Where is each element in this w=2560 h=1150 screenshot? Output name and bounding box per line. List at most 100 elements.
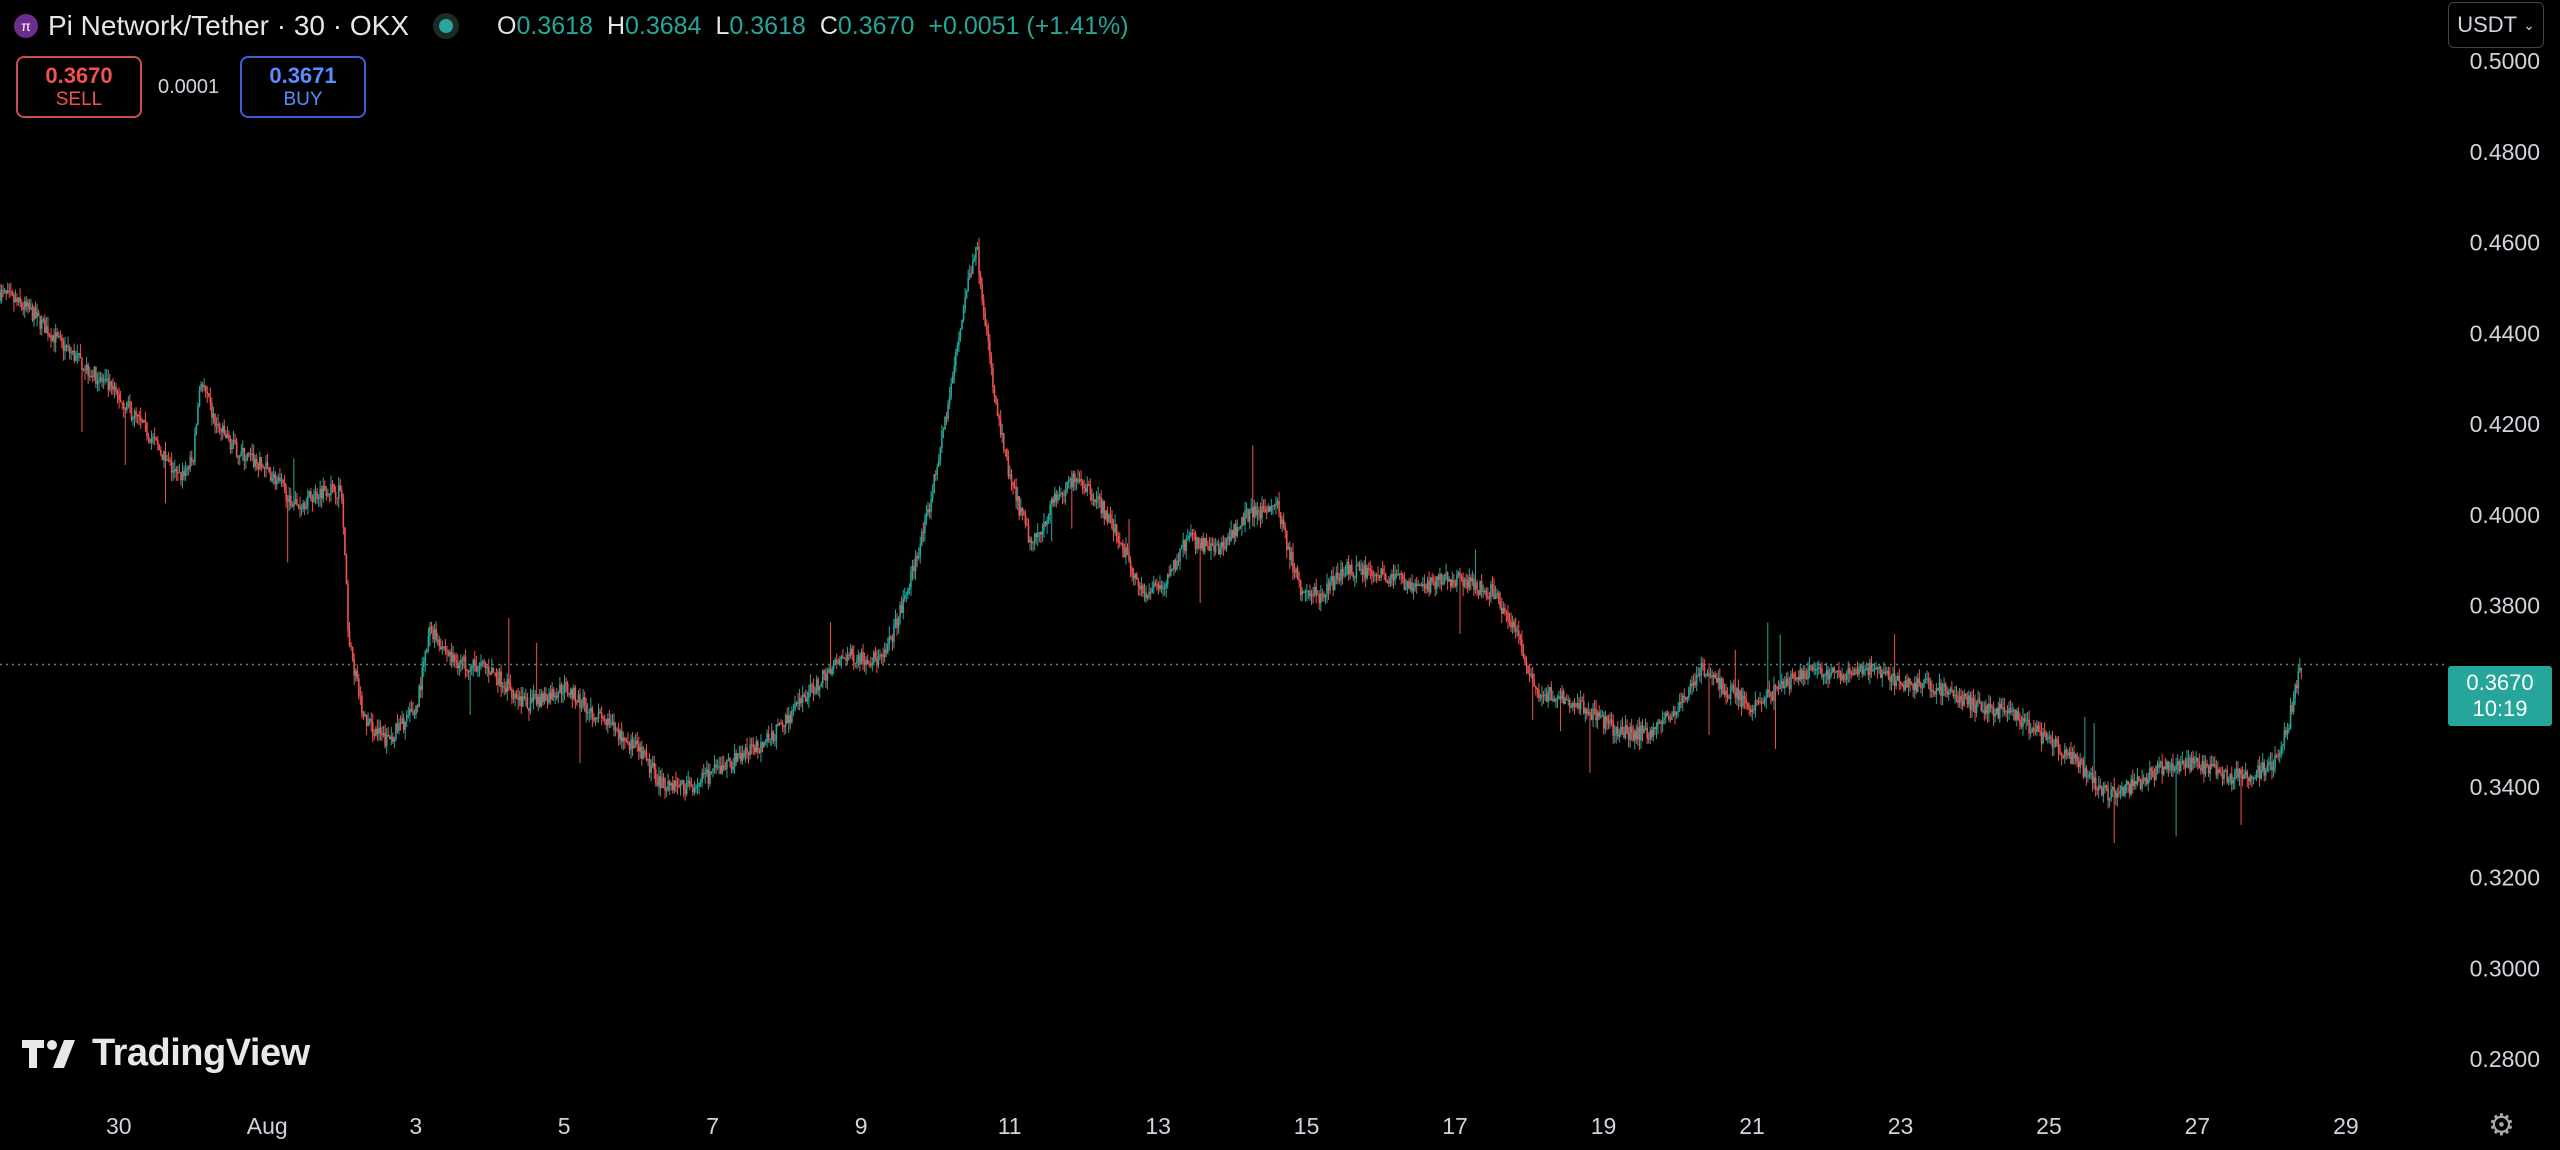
candle-body [1601, 715, 1604, 717]
candle-body [1870, 662, 1873, 671]
candle-body [783, 726, 785, 728]
candle-body [2144, 777, 2146, 781]
candle-body [552, 689, 555, 698]
candle-body [1766, 689, 1769, 698]
candle-body [1768, 689, 1771, 693]
candle-body [1293, 571, 1296, 573]
candle-body [1197, 537, 1200, 543]
candle-body [1528, 673, 1531, 676]
candle-body [801, 694, 804, 703]
candle-body [518, 696, 521, 701]
candle-body [1137, 579, 1140, 587]
candle-body [549, 692, 552, 700]
candle-body [939, 447, 942, 461]
candle-body [1156, 584, 1158, 586]
candle-body [883, 649, 886, 658]
candle-body [2079, 759, 2082, 768]
candle-body [1646, 727, 1648, 739]
candle-body [2207, 766, 2210, 774]
candle-body [1163, 587, 1166, 589]
candle-body [1522, 652, 1525, 657]
candle-body [579, 694, 581, 708]
candle-body [907, 589, 909, 595]
sell-button[interactable]: 0.3670 SELL [16, 56, 142, 118]
symbol-title[interactable]: Pi Network/Tether · 30 · OKX [48, 10, 410, 41]
candle-body [105, 378, 108, 380]
candle-body [1749, 709, 1752, 713]
candle-body [1958, 695, 1961, 703]
price-axis[interactable]: 0.50000.48000.46000.44000.42000.40000.38… [2470, 48, 2540, 1072]
candle-body [1595, 709, 1597, 720]
time-axis[interactable]: 30 Aug 3 5 7 9 11 13 15 17 19 21 23 25 27 29 [106, 1113, 2359, 1139]
candle-body [2240, 769, 2242, 774]
candle-body [625, 740, 628, 742]
x-tick-label: 3 [409, 1113, 422, 1139]
candle-body [477, 667, 479, 672]
candle-body [469, 669, 471, 672]
candle-body [585, 704, 587, 713]
candle-body [2082, 759, 2085, 777]
candle-body [404, 721, 407, 730]
market-status-icon[interactable] [439, 19, 454, 33]
candle-body [84, 369, 86, 371]
candle-body [1770, 692, 1772, 697]
candle-body [1681, 695, 1684, 704]
candle-body [865, 659, 867, 665]
candle-body [882, 654, 884, 658]
gear-icon[interactable]: ⚙ [2488, 1109, 2515, 1142]
candle-body [1872, 670, 1874, 672]
candle-body [565, 682, 567, 684]
candle-body [735, 752, 737, 762]
buy-button[interactable]: 0.3671 BUY [240, 56, 366, 118]
candle-body [1913, 682, 1916, 691]
candle-body [1001, 432, 1004, 435]
candle-body [1063, 494, 1065, 496]
candle-body [1043, 521, 1045, 531]
candle-body [668, 781, 671, 786]
candle-body [1949, 688, 1952, 692]
candle-body [82, 369, 85, 371]
candle-body [786, 714, 789, 724]
candle-body [1985, 705, 1987, 715]
candle-body [845, 658, 847, 661]
candle-body [1100, 498, 1102, 513]
candle-body [1593, 708, 1596, 710]
candle-body [373, 733, 376, 736]
candle-body [1946, 691, 1948, 695]
candle-body [675, 780, 677, 786]
x-tick-label: 19 [1591, 1113, 1617, 1139]
candle-body [1698, 674, 1701, 676]
candle-body [1207, 546, 1209, 548]
candle-body [634, 740, 637, 746]
candle-body [1779, 684, 1781, 690]
candle-body [1418, 584, 1421, 586]
candle-body [59, 335, 62, 338]
candle-body [1643, 729, 1645, 734]
buy-price: 0.3671 [269, 63, 337, 88]
candle-body [2133, 781, 2136, 787]
candle-body [1510, 622, 1512, 628]
candle-body [136, 415, 139, 417]
candle-body [1788, 685, 1791, 690]
candle-body [173, 469, 176, 472]
candle-body [2073, 751, 2075, 759]
candle-body [1007, 456, 1010, 477]
candle-body [911, 565, 914, 571]
candle-body [1326, 583, 1328, 595]
candle-body [255, 458, 258, 464]
tradingview-logo[interactable]: TradingView [22, 1032, 310, 1075]
candle-body [226, 434, 229, 438]
candle-body [1214, 545, 1217, 552]
candle-body [520, 696, 523, 707]
candle-body [453, 654, 456, 661]
candle-body [1474, 582, 1477, 590]
currency-selector[interactable]: USDT ⌄ [2448, 2, 2544, 48]
candle-body [2054, 738, 2057, 747]
candle-body [1991, 707, 1993, 709]
candle-body [1664, 712, 1667, 719]
candle-body [525, 697, 527, 699]
candle-body [443, 646, 445, 648]
candle-body [1318, 594, 1321, 604]
candle-body [50, 335, 52, 341]
